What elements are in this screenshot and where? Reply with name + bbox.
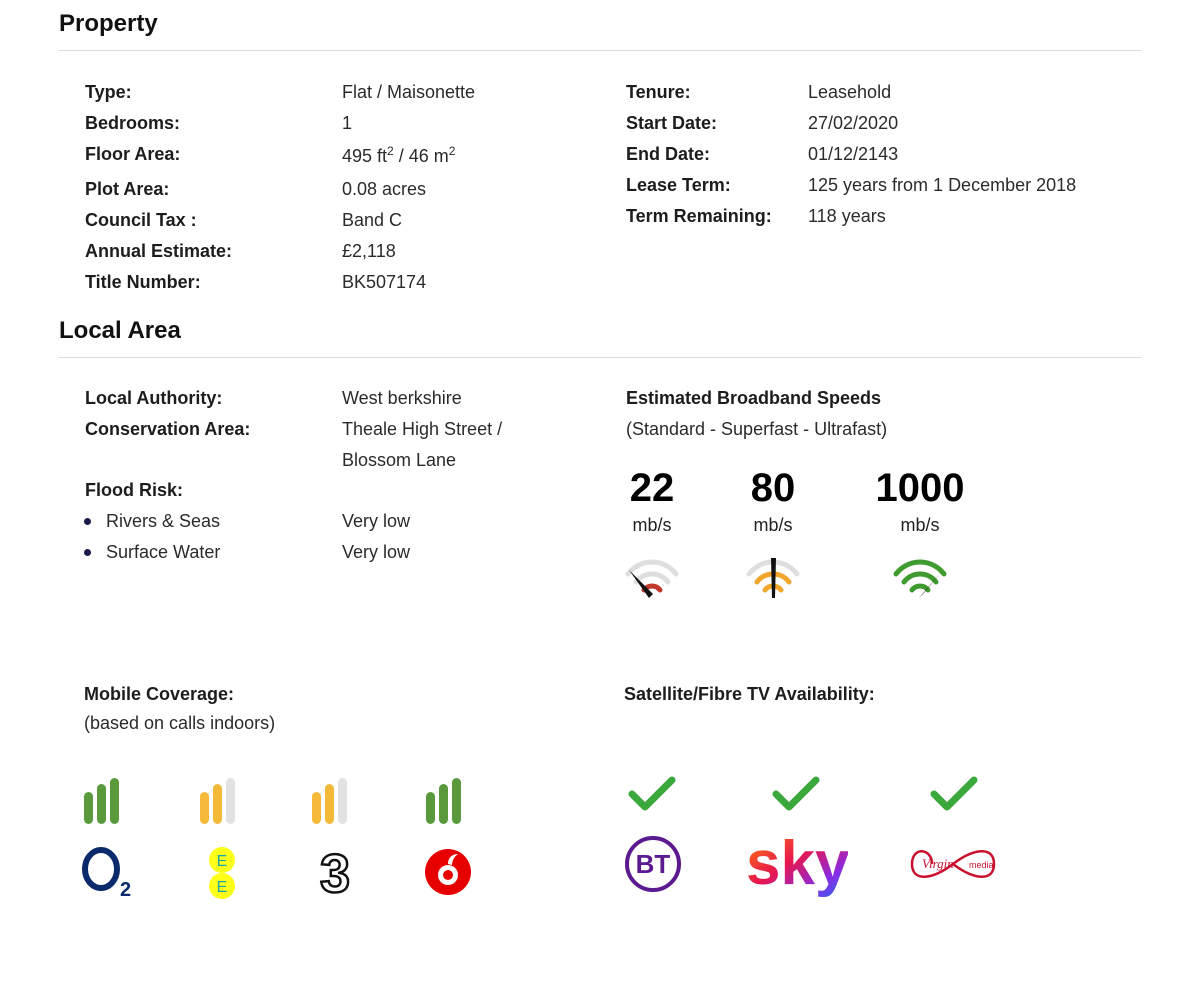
term-remaining-label: Term Remaining:: [626, 206, 772, 226]
tv-availability-title: Satellite/Fibre TV Availability:: [624, 684, 875, 704]
mobile-coverage-subtitle: (based on calls indoors): [84, 713, 276, 733]
virgin-media-available-check-icon: [930, 776, 978, 811]
ee-logo-icon: E E: [209, 847, 235, 899]
type-value: Flat / Maisonette: [342, 82, 476, 102]
lease-term-label: Lease Term:: [626, 175, 731, 195]
bullet-icon: [84, 549, 91, 556]
tenure-value: Leasehold: [808, 82, 892, 102]
mobile-signal-bars: [84, 772, 464, 824]
signal-bar: [213, 784, 222, 824]
title-number-label: Title Number:: [85, 272, 201, 292]
bt-available-check-icon: [628, 776, 676, 811]
flood-surface-water-value: Very low: [342, 542, 411, 562]
annual-estimate-label: Annual Estimate:: [85, 241, 233, 261]
speed-gauge-low-icon: [625, 559, 679, 598]
council-tax-label: Council Tax :: [85, 210, 197, 230]
local-area-divider: [59, 357, 1141, 358]
sky-logo-icon: sky: [746, 829, 848, 898]
signal-bar: [439, 784, 448, 824]
speed-standard-unit: mb/s: [632, 515, 672, 535]
svg-text:3: 3: [320, 846, 350, 898]
o2-signal-bars: [84, 778, 119, 824]
speed-superfast-value: 80: [750, 466, 796, 510]
bedrooms-label: Bedrooms:: [85, 113, 181, 133]
svg-text:Virgin: Virgin: [922, 856, 954, 871]
svg-text:media: media: [969, 860, 994, 870]
speed-ultrafast-value: 1000: [875, 466, 965, 510]
bt-logo-icon: BT: [625, 836, 681, 892]
plot-area-value: 0.08 acres: [342, 179, 427, 199]
annual-estimate-value: £2,118: [342, 241, 396, 261]
flood-surface-water-label: Surface Water: [106, 542, 221, 562]
local-authority-value: West berkshire: [342, 388, 462, 408]
vodafone-logo-icon: [425, 849, 471, 895]
plot-area-label: Plot Area:: [85, 179, 170, 199]
bedrooms-value: 1: [342, 113, 353, 133]
flood-risk-label: Flood Risk:: [85, 480, 183, 500]
svg-text:E: E: [217, 879, 228, 896]
lease-term-value: 125 years from 1 December 2018: [808, 175, 1077, 195]
speed-gauge-medium-icon: [746, 558, 800, 598]
floor-area-value: 495 ft2 / 46 m2: [342, 144, 456, 166]
svg-text:BT: BT: [636, 849, 671, 879]
signal-bar: [338, 778, 347, 824]
start-date-label: Start Date:: [626, 113, 718, 133]
conservation-area-value-line1: Theale High Street /: [342, 419, 503, 439]
end-date-value: 01/12/2143: [808, 144, 899, 164]
signal-bar: [426, 792, 435, 824]
three-logo-icon: 3: [319, 846, 352, 898]
virgin-media-logo-icon: Virgin media: [910, 850, 996, 878]
tenure-label: Tenure:: [626, 82, 691, 102]
type-label: Type:: [85, 82, 132, 102]
conservation-area-value-line2: Blossom Lane: [342, 450, 457, 470]
speed-superfast-unit: mb/s: [753, 515, 793, 535]
three-signal-bars: [312, 778, 347, 824]
local-area-section-title: Local Area: [59, 317, 181, 344]
signal-bar: [84, 792, 93, 824]
svg-text:2: 2: [120, 879, 131, 898]
signal-bar: [226, 778, 235, 824]
term-remaining-value: 118 years: [808, 206, 886, 226]
title-number-value: BK507174: [342, 272, 427, 292]
bullet-icon: [84, 518, 91, 525]
speed-standard-value: 22: [629, 466, 675, 510]
vodafone-signal-bars: [426, 778, 461, 824]
mobile-coverage-title: Mobile Coverage:: [84, 684, 235, 704]
property-divider: [59, 50, 1141, 51]
conservation-area-label: Conservation Area:: [85, 419, 251, 439]
signal-bar: [200, 792, 209, 824]
start-date-value: 27/02/2020: [808, 113, 899, 133]
broadband-subtitle: (Standard - Superfast - Ultrafast): [626, 419, 888, 439]
end-date-label: End Date:: [626, 144, 711, 164]
signal-bar: [452, 778, 461, 824]
signal-bar: [312, 792, 321, 824]
floor-area-label: Floor Area:: [85, 144, 181, 164]
speed-ultrafast-unit: mb/s: [900, 515, 940, 535]
local-authority-label: Local Authority:: [85, 388, 223, 408]
speed-gauge-high-icon: [893, 559, 947, 598]
svg-text:sky: sky: [746, 829, 848, 898]
signal-bar: [110, 778, 119, 824]
council-tax-value: Band C: [342, 210, 403, 230]
sky-available-check-icon: [772, 776, 820, 811]
broadband-title: Estimated Broadband Speeds: [626, 388, 882, 408]
signal-bar: [97, 784, 106, 824]
ee-signal-bars: [200, 778, 235, 824]
flood-rivers-seas-value: Very low: [342, 511, 411, 531]
flood-rivers-seas-label: Rivers & Seas: [106, 511, 221, 531]
svg-text:E: E: [217, 853, 228, 870]
o2-logo-icon: 2: [82, 847, 131, 898]
signal-bar: [325, 784, 334, 824]
property-section-title: Property: [59, 10, 158, 37]
